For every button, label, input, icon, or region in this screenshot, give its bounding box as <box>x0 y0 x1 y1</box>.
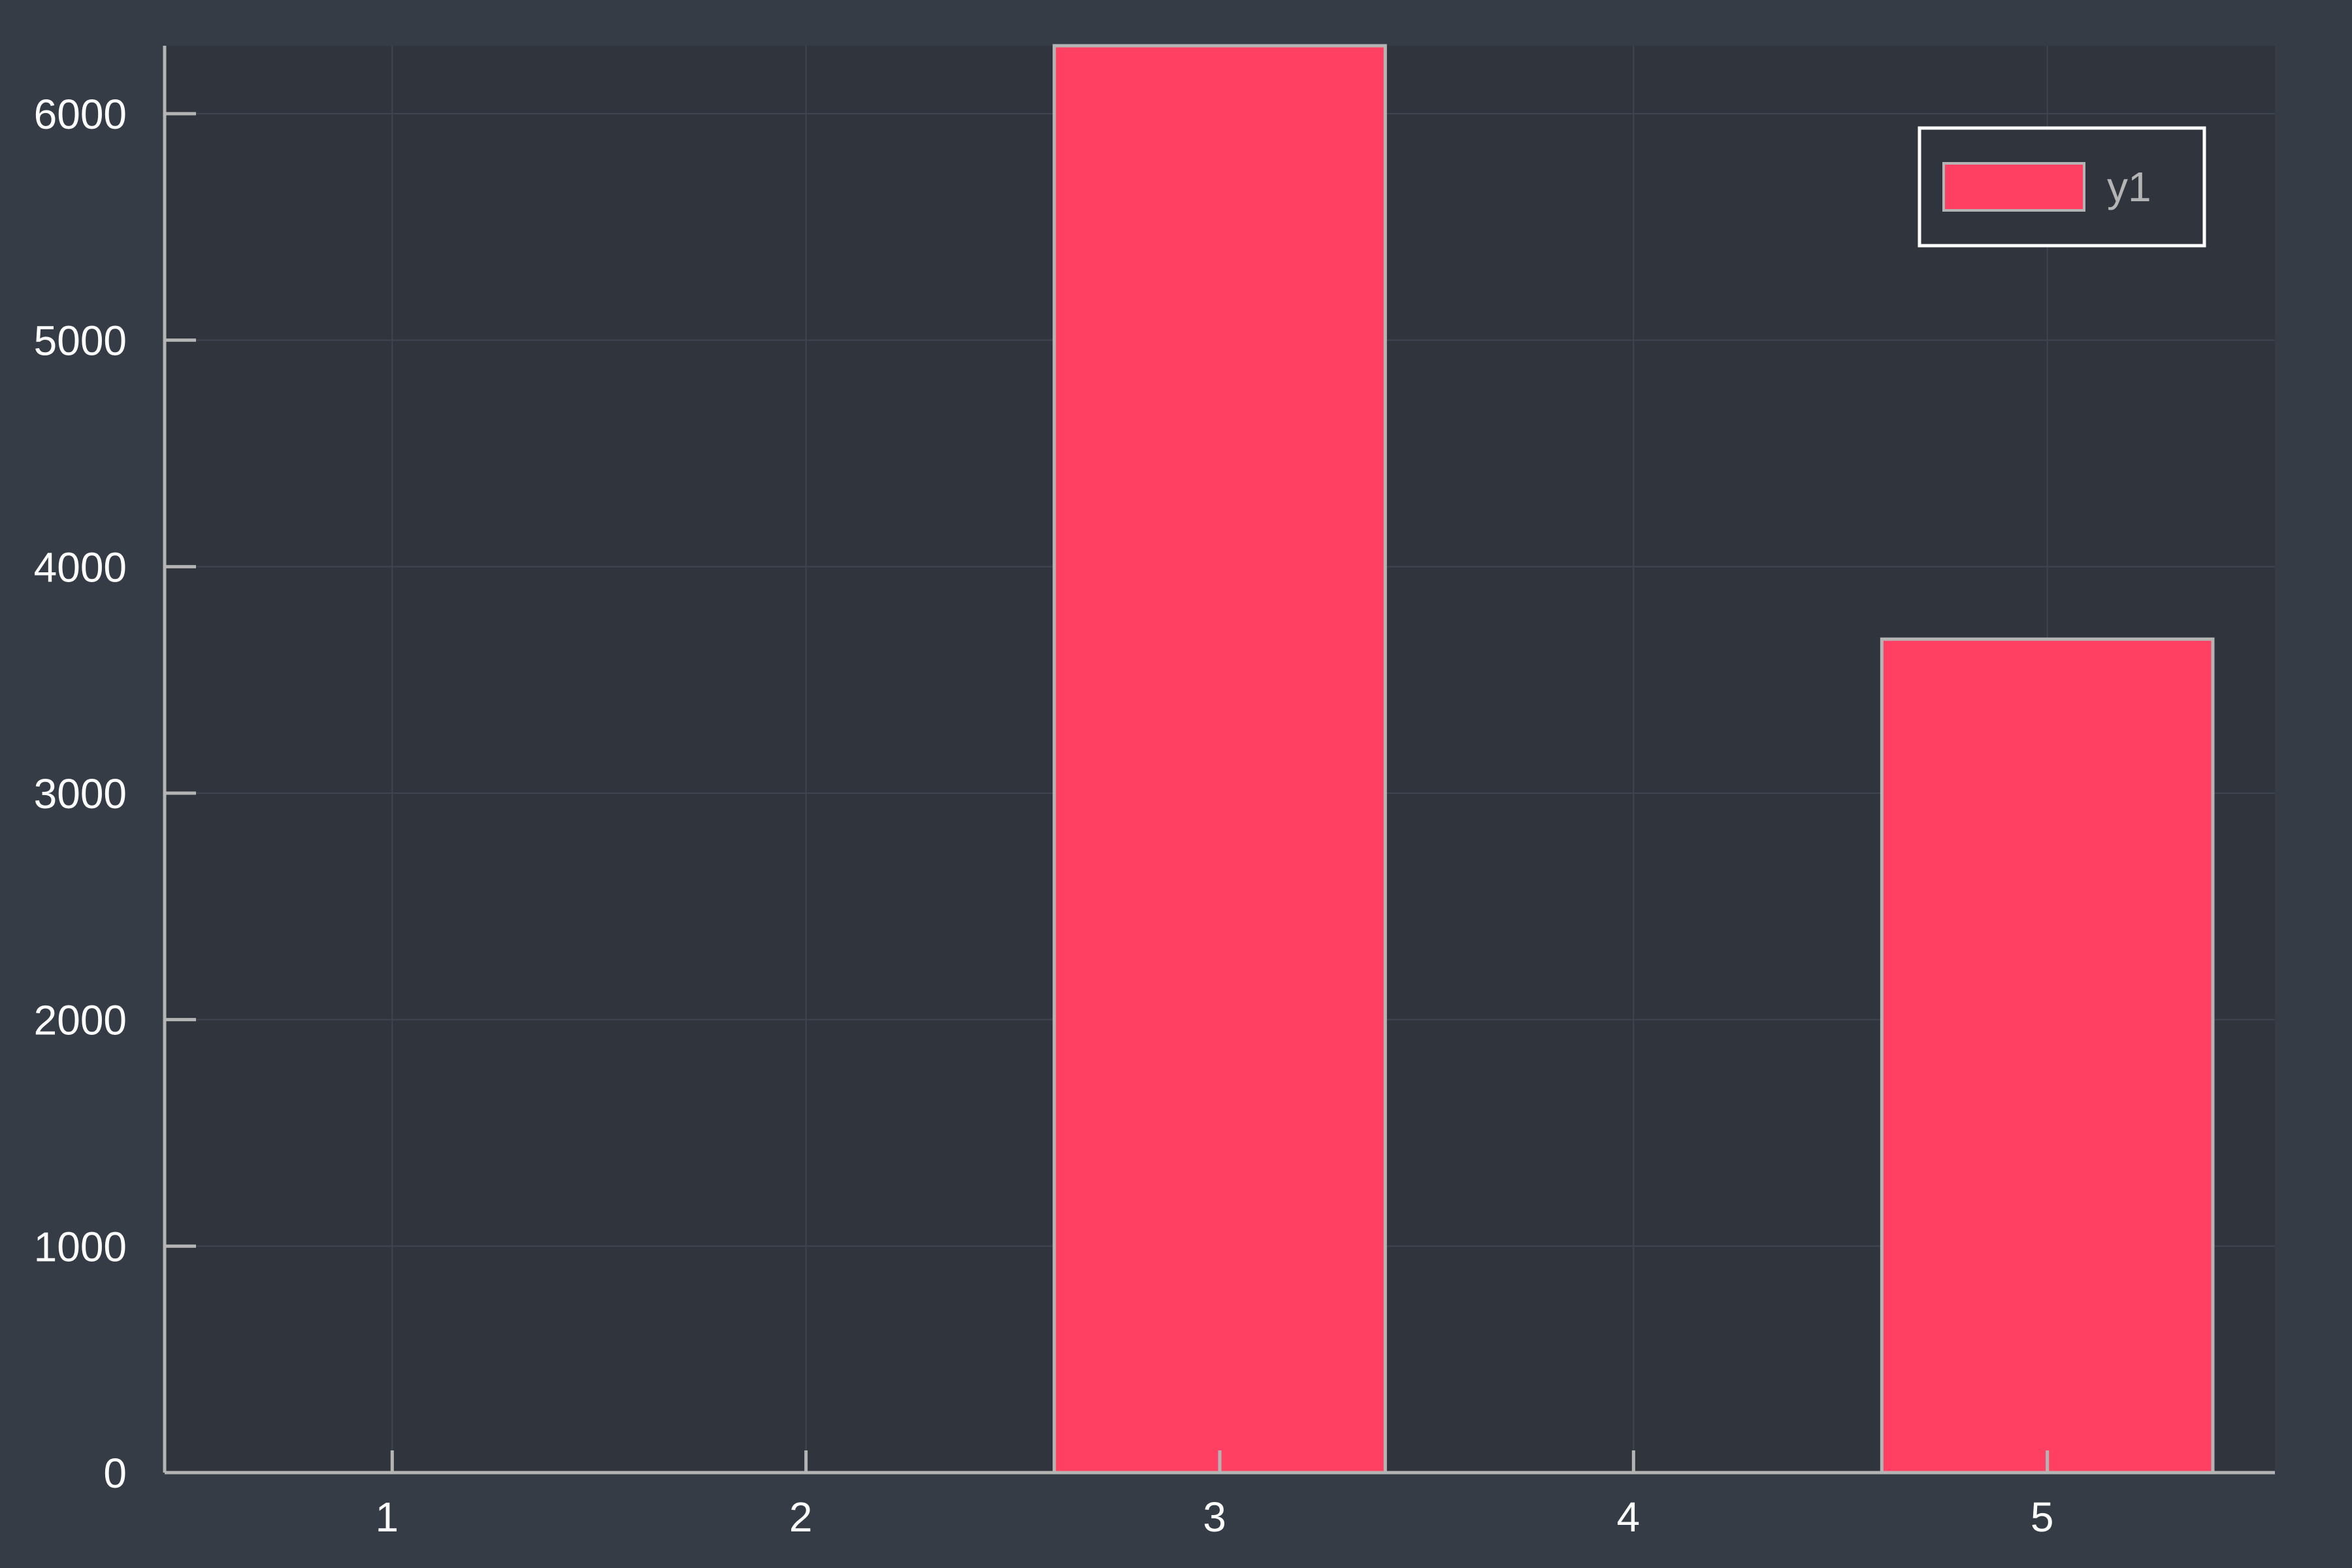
y-tick-label-1000: 1000 <box>34 1223 127 1270</box>
tick-labels: 0 1000 2000 3000 4000 5000 6000 1 2 3 4 5 <box>34 91 2054 1541</box>
legend-swatch-y1 <box>1942 162 2085 212</box>
y-tick-label-2000: 2000 <box>34 997 127 1044</box>
x-tick-label-1: 1 <box>376 1494 399 1541</box>
x-tick-label-3: 3 <box>1203 1494 1226 1541</box>
x-tick-label-2: 2 <box>789 1494 813 1541</box>
legend: y1 <box>1918 126 2206 248</box>
axes <box>163 46 2275 1475</box>
legend-label-y1: y1 <box>2107 163 2151 210</box>
bar-5 <box>1880 637 2215 1475</box>
x-tick-label-4: 4 <box>1617 1494 1641 1541</box>
bars <box>1053 44 2215 1475</box>
y-tick-label-5000: 5000 <box>34 318 127 365</box>
bar-3 <box>1053 44 1387 1475</box>
y-tick-label-3000: 3000 <box>34 770 127 817</box>
x-tick-label-5: 5 <box>2031 1494 2054 1541</box>
y-tick-label-0: 0 <box>103 1450 127 1497</box>
y-tick-label-6000: 6000 <box>34 91 127 138</box>
y-tick-label-4000: 4000 <box>34 544 127 591</box>
